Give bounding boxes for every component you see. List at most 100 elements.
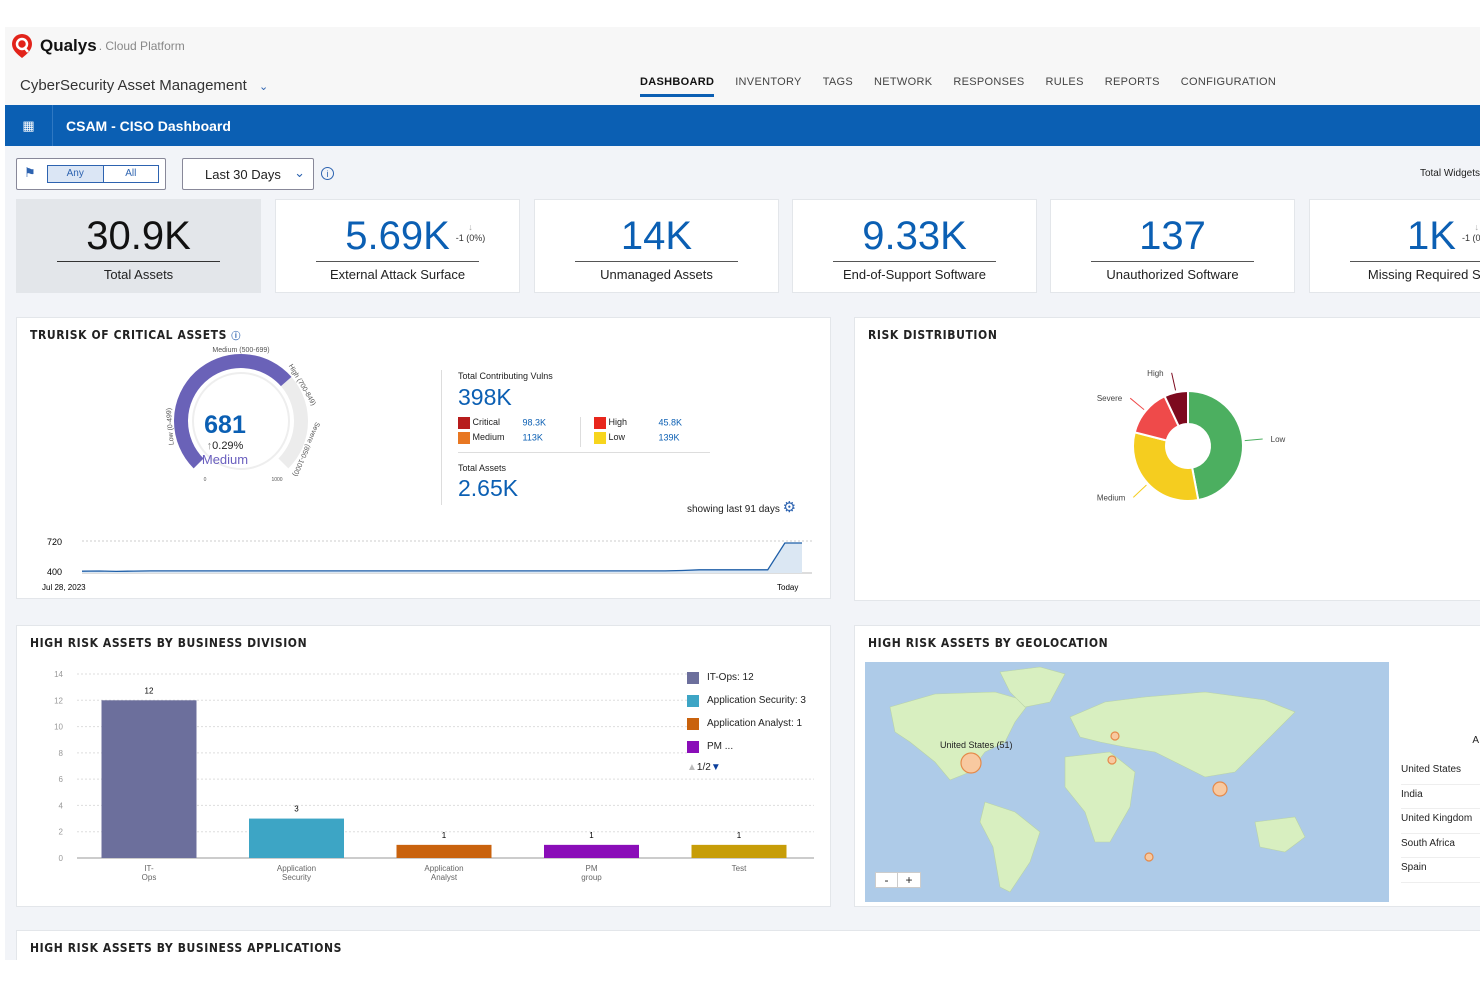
nav-responses[interactable]: RESPONSES bbox=[953, 76, 1025, 88]
bar-test[interactable] bbox=[691, 844, 787, 858]
country-row[interactable]: United States bbox=[1401, 760, 1480, 785]
legend-swatch bbox=[594, 432, 606, 444]
info-icon[interactable]: ⓘ bbox=[231, 332, 241, 342]
x-tick-label: group bbox=[581, 873, 602, 882]
x-tick-label: Today bbox=[777, 583, 798, 592]
kpi-value-wrap: 137 bbox=[1139, 214, 1206, 259]
bubble-spain bbox=[1107, 755, 1117, 765]
divider bbox=[575, 261, 738, 262]
x-tick-label: Analyst bbox=[431, 873, 458, 882]
pie-leader-line bbox=[1132, 484, 1147, 498]
trurisk-score: 681 bbox=[204, 411, 246, 439]
kpi-value-wrap: 5.69K ↓ -1 (0%) bbox=[345, 214, 485, 259]
kpi-card[interactable]: 5.69K ↓ -1 (0%) External Attack Surface bbox=[275, 199, 520, 293]
risk-donut-chart: Low Medium Severe High bbox=[1097, 369, 1286, 503]
gear-icon[interactable]: ⚙ bbox=[782, 499, 797, 516]
legend-swatch bbox=[687, 740, 699, 753]
nav-inventory[interactable]: INVENTORY bbox=[735, 76, 802, 88]
geolocation-title: HIGH RISK ASSETS BY GEOLOCATION bbox=[868, 636, 1109, 650]
legend-swatch bbox=[458, 417, 470, 429]
kpi-label: Missing Required Soft bbox=[1367, 267, 1480, 282]
nav-tags[interactable]: TAGS bbox=[822, 76, 854, 88]
legend-item[interactable]: Application Analyst: 1 bbox=[687, 712, 827, 735]
zoom-out-button[interactable]: - bbox=[876, 873, 898, 887]
all-toggle[interactable]: All bbox=[125, 168, 137, 179]
pie-leader-line bbox=[1171, 372, 1177, 391]
bar-application-security[interactable] bbox=[249, 818, 344, 858]
kpi-card[interactable]: 137 Unauthorized Software bbox=[1050, 199, 1295, 293]
nav-reports[interactable]: REPORTS bbox=[1104, 76, 1160, 88]
trurisk-trend-chart: 720 400 Jul 28, 2023 Today bbox=[42, 537, 812, 592]
nav-network[interactable]: NETWORK bbox=[874, 76, 933, 88]
app-title: CyberSecurity Asset Management bbox=[20, 77, 247, 94]
country-row[interactable]: United Kingdom bbox=[1401, 809, 1480, 834]
bar-value-label: 1 bbox=[442, 831, 447, 840]
trurisk-change: 0.29% bbox=[212, 440, 244, 452]
kpi-label: External Attack Surface bbox=[329, 267, 466, 282]
kpi-card[interactable]: 30.9K Total Assets bbox=[16, 199, 261, 293]
dashboard-menu-icon[interactable]: ▦ bbox=[5, 105, 53, 146]
divider bbox=[1091, 261, 1254, 262]
country-row[interactable]: South Africa bbox=[1401, 834, 1480, 858]
country-row[interactable]: India bbox=[1401, 785, 1480, 809]
pie-label: Low bbox=[1271, 435, 1286, 444]
business-division-bar-chart: 0246810121412IT-Ops3ApplicationSecurity1… bbox=[54, 670, 814, 882]
y-tick-label: 6 bbox=[59, 775, 64, 784]
legend-item[interactable]: IT-Ops: 12 bbox=[687, 666, 827, 689]
kpi-card[interactable]: 14K Unmanaged Assets bbox=[534, 199, 779, 293]
bar-it-ops[interactable] bbox=[101, 700, 197, 858]
kpi-card[interactable]: 9.33K End-of-Support Software bbox=[792, 199, 1037, 293]
legend-item[interactable]: PM ... bbox=[687, 735, 827, 758]
kpi-card[interactable]: 1K ↓-1 (0%) Missing Required Soft bbox=[1309, 199, 1480, 293]
assets-label: Total Assets bbox=[458, 463, 507, 473]
kpi-delta: ↓-1 (0%) bbox=[455, 222, 486, 243]
vuln-severity-high: High 45.8K bbox=[594, 417, 704, 429]
risk-distribution-panel: RISK DISTRIBUTION Low Medium Severe High bbox=[854, 317, 1480, 601]
divider bbox=[441, 370, 442, 505]
y-tick-label: 720 bbox=[47, 537, 62, 547]
y-tick-label: 400 bbox=[47, 567, 62, 577]
any-toggle[interactable]: Any bbox=[48, 166, 104, 182]
app-switcher[interactable]: CyberSecurity Asset Management ⌄ bbox=[20, 77, 268, 94]
country-row[interactable]: Spain bbox=[1401, 858, 1480, 883]
pie-slice-high[interactable] bbox=[1163, 389, 1189, 428]
vuln-severity-critical: Critical 98.3K bbox=[458, 417, 568, 429]
dashboard-title: CSAM - CISO Dashboard bbox=[66, 118, 231, 134]
map-callout: United States (51) bbox=[940, 740, 1013, 750]
geo-bubbles bbox=[960, 731, 1228, 862]
nav-rules[interactable]: RULES bbox=[1045, 76, 1084, 88]
divider bbox=[1350, 261, 1480, 262]
legend-swatch bbox=[687, 717, 699, 730]
bar-pm-group[interactable] bbox=[544, 844, 639, 858]
zoom-in-button[interactable]: + bbox=[905, 873, 913, 887]
nav-configuration[interactable]: CONFIGURATION bbox=[1180, 76, 1277, 88]
qualys-logo-icon bbox=[12, 34, 32, 58]
pie-slice-medium[interactable] bbox=[1132, 431, 1200, 502]
legend-page: 1/2 bbox=[696, 762, 711, 773]
brand-logo[interactable]: Qualys. Cloud Platform bbox=[10, 33, 185, 59]
bar-application-analyst[interactable] bbox=[396, 844, 492, 858]
risk-distribution-title: RISK DISTRIBUTION bbox=[868, 328, 998, 342]
vuln-severity-medium: Medium 113K bbox=[458, 432, 568, 444]
pie-label: Medium bbox=[1097, 493, 1126, 502]
legend-item[interactable]: Application Security: 3 bbox=[687, 689, 827, 712]
kpi-label: Unmanaged Assets bbox=[600, 267, 713, 282]
kpi-value-wrap: 14K bbox=[621, 214, 692, 259]
date-range-dropdown[interactable]: Last 30 Days ⌄ bbox=[182, 158, 314, 190]
assets-value: 2.65K bbox=[458, 475, 519, 501]
brand-suffix: . Cloud Platform bbox=[98, 39, 185, 53]
brand-name: Qualys bbox=[40, 36, 97, 55]
world-map[interactable] bbox=[865, 662, 1389, 902]
info-icon[interactable]: i bbox=[321, 167, 334, 180]
page-next-icon[interactable]: ▼ bbox=[710, 762, 721, 773]
kpi-value: 1K bbox=[1407, 214, 1456, 258]
main-nav: DASHBOARD INVENTORY TAGS NETWORK RESPONS… bbox=[640, 76, 1276, 97]
x-tick-label: Ops bbox=[142, 873, 157, 882]
gauge-min-label: 0 bbox=[204, 477, 207, 483]
country-table: A United States India United Kingdom South … bbox=[1389, 662, 1480, 902]
nav-dashboard[interactable]: DASHBOARD bbox=[640, 76, 715, 97]
kpi-delta: ↓-1 (0%) bbox=[1461, 222, 1480, 243]
page-prev-icon[interactable]: ▲ bbox=[687, 762, 697, 773]
column-header: A bbox=[1472, 735, 1479, 746]
pie-slice-low[interactable] bbox=[1187, 389, 1244, 502]
